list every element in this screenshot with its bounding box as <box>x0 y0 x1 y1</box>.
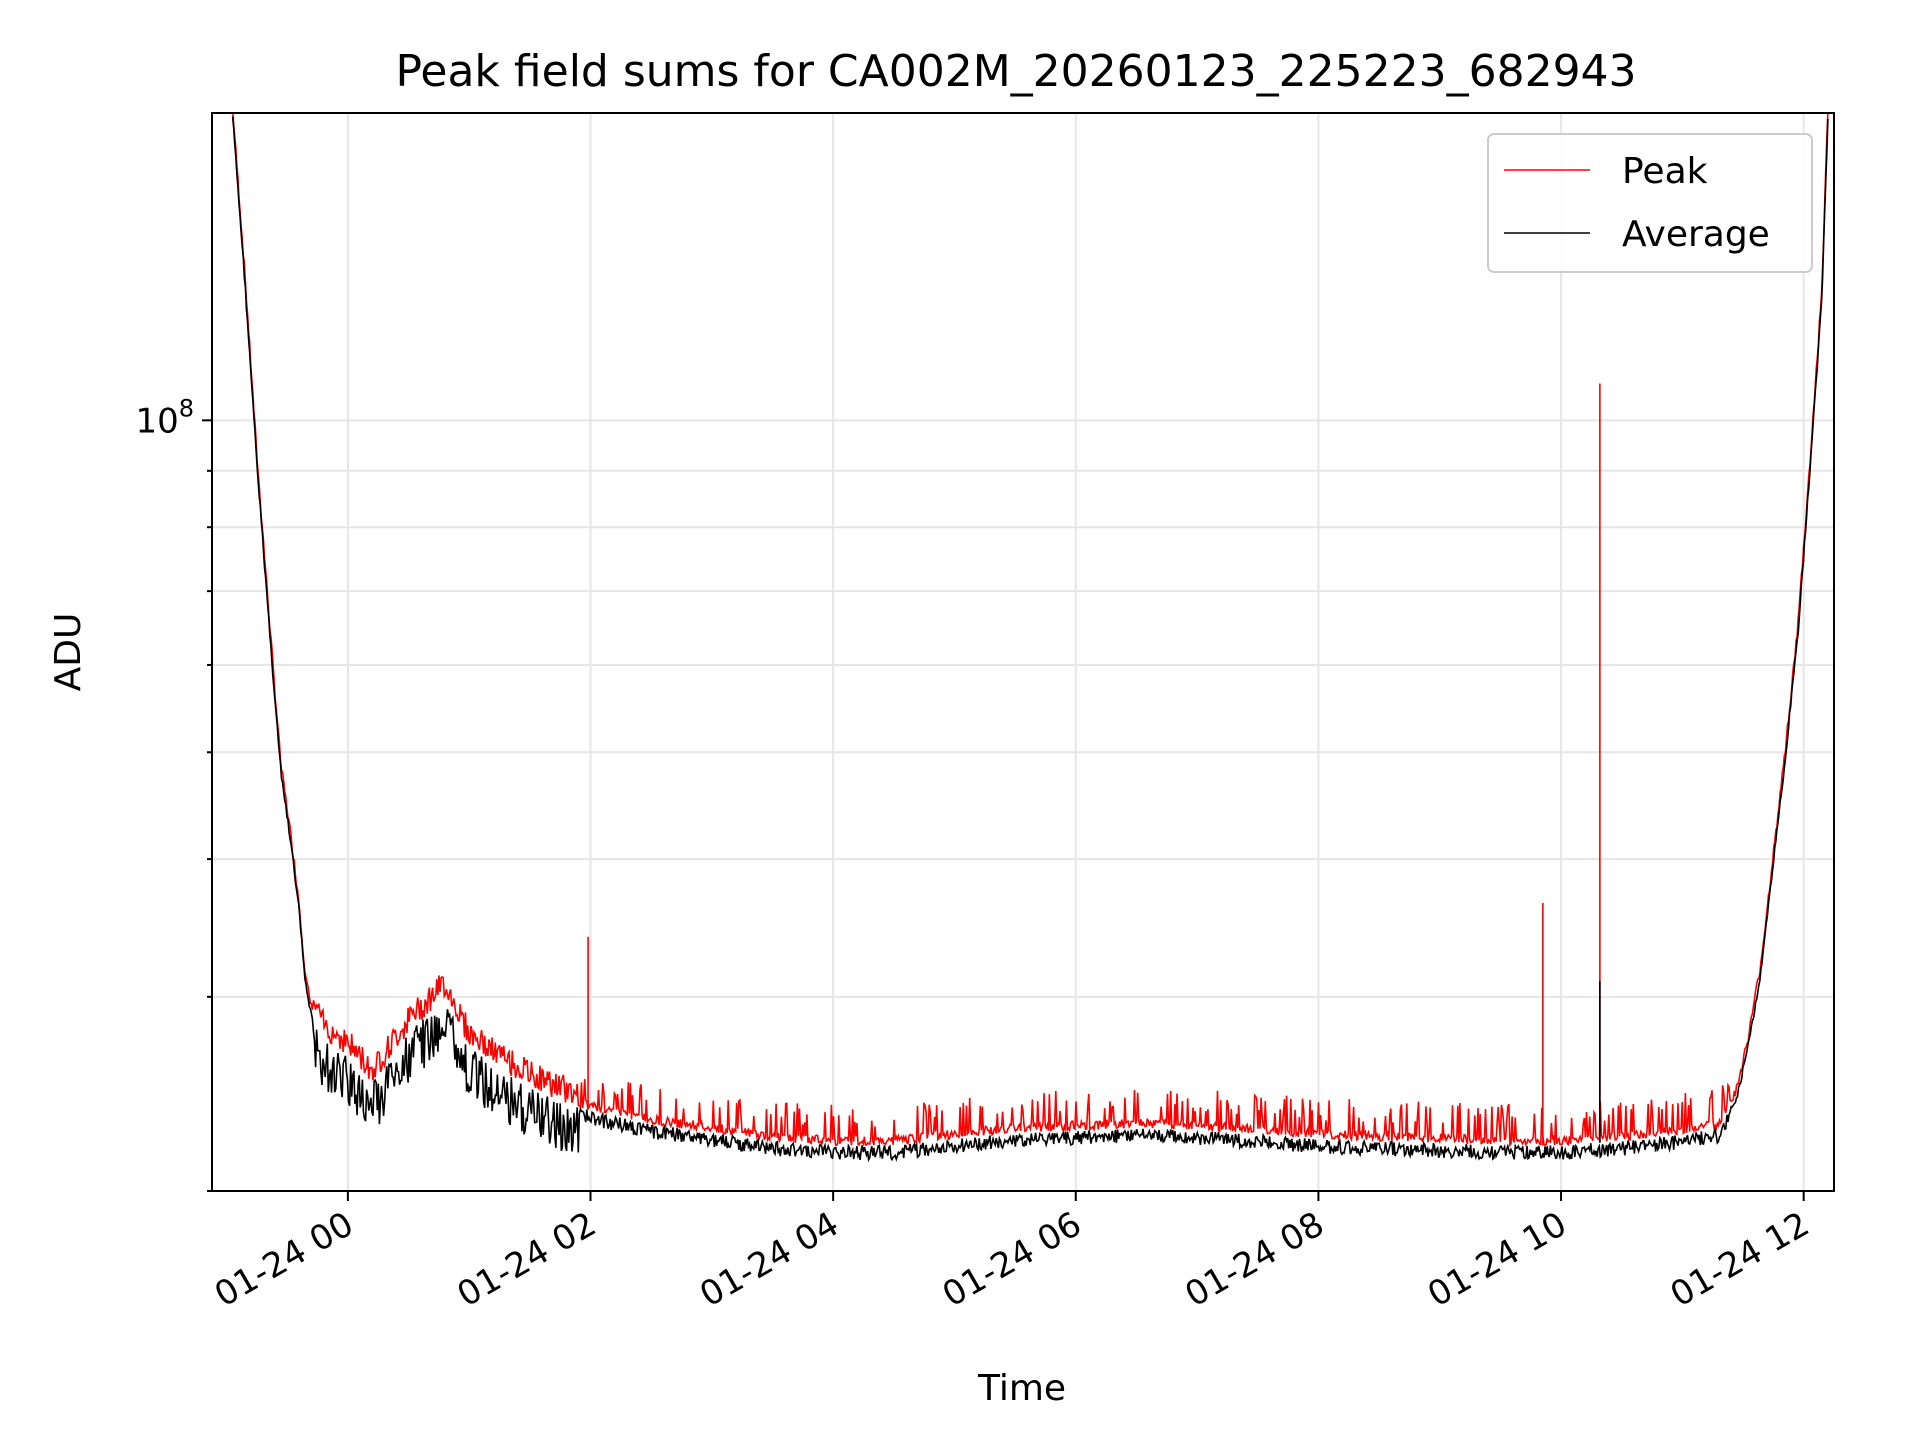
x-axis-label: Time <box>977 1368 1066 1409</box>
chart-title: Peak field sums for CA002M_20260123_2252… <box>395 46 1636 97</box>
legend-box <box>1487 133 1813 273</box>
average-series-line <box>231 116 1829 1163</box>
legend-peak-label: Peak <box>1622 151 1708 192</box>
y-axis: 108 <box>135 394 212 1192</box>
y-axis-label: ADU <box>48 613 89 692</box>
plot-area <box>231 113 1829 1163</box>
axes-frame <box>211 112 1835 1192</box>
legend-average-label: Average <box>1622 214 1770 255</box>
legend: Peak Average <box>1487 133 1813 273</box>
peak-series-line <box>232 113 1829 1148</box>
y-tick-label-0: 108 <box>135 394 194 441</box>
